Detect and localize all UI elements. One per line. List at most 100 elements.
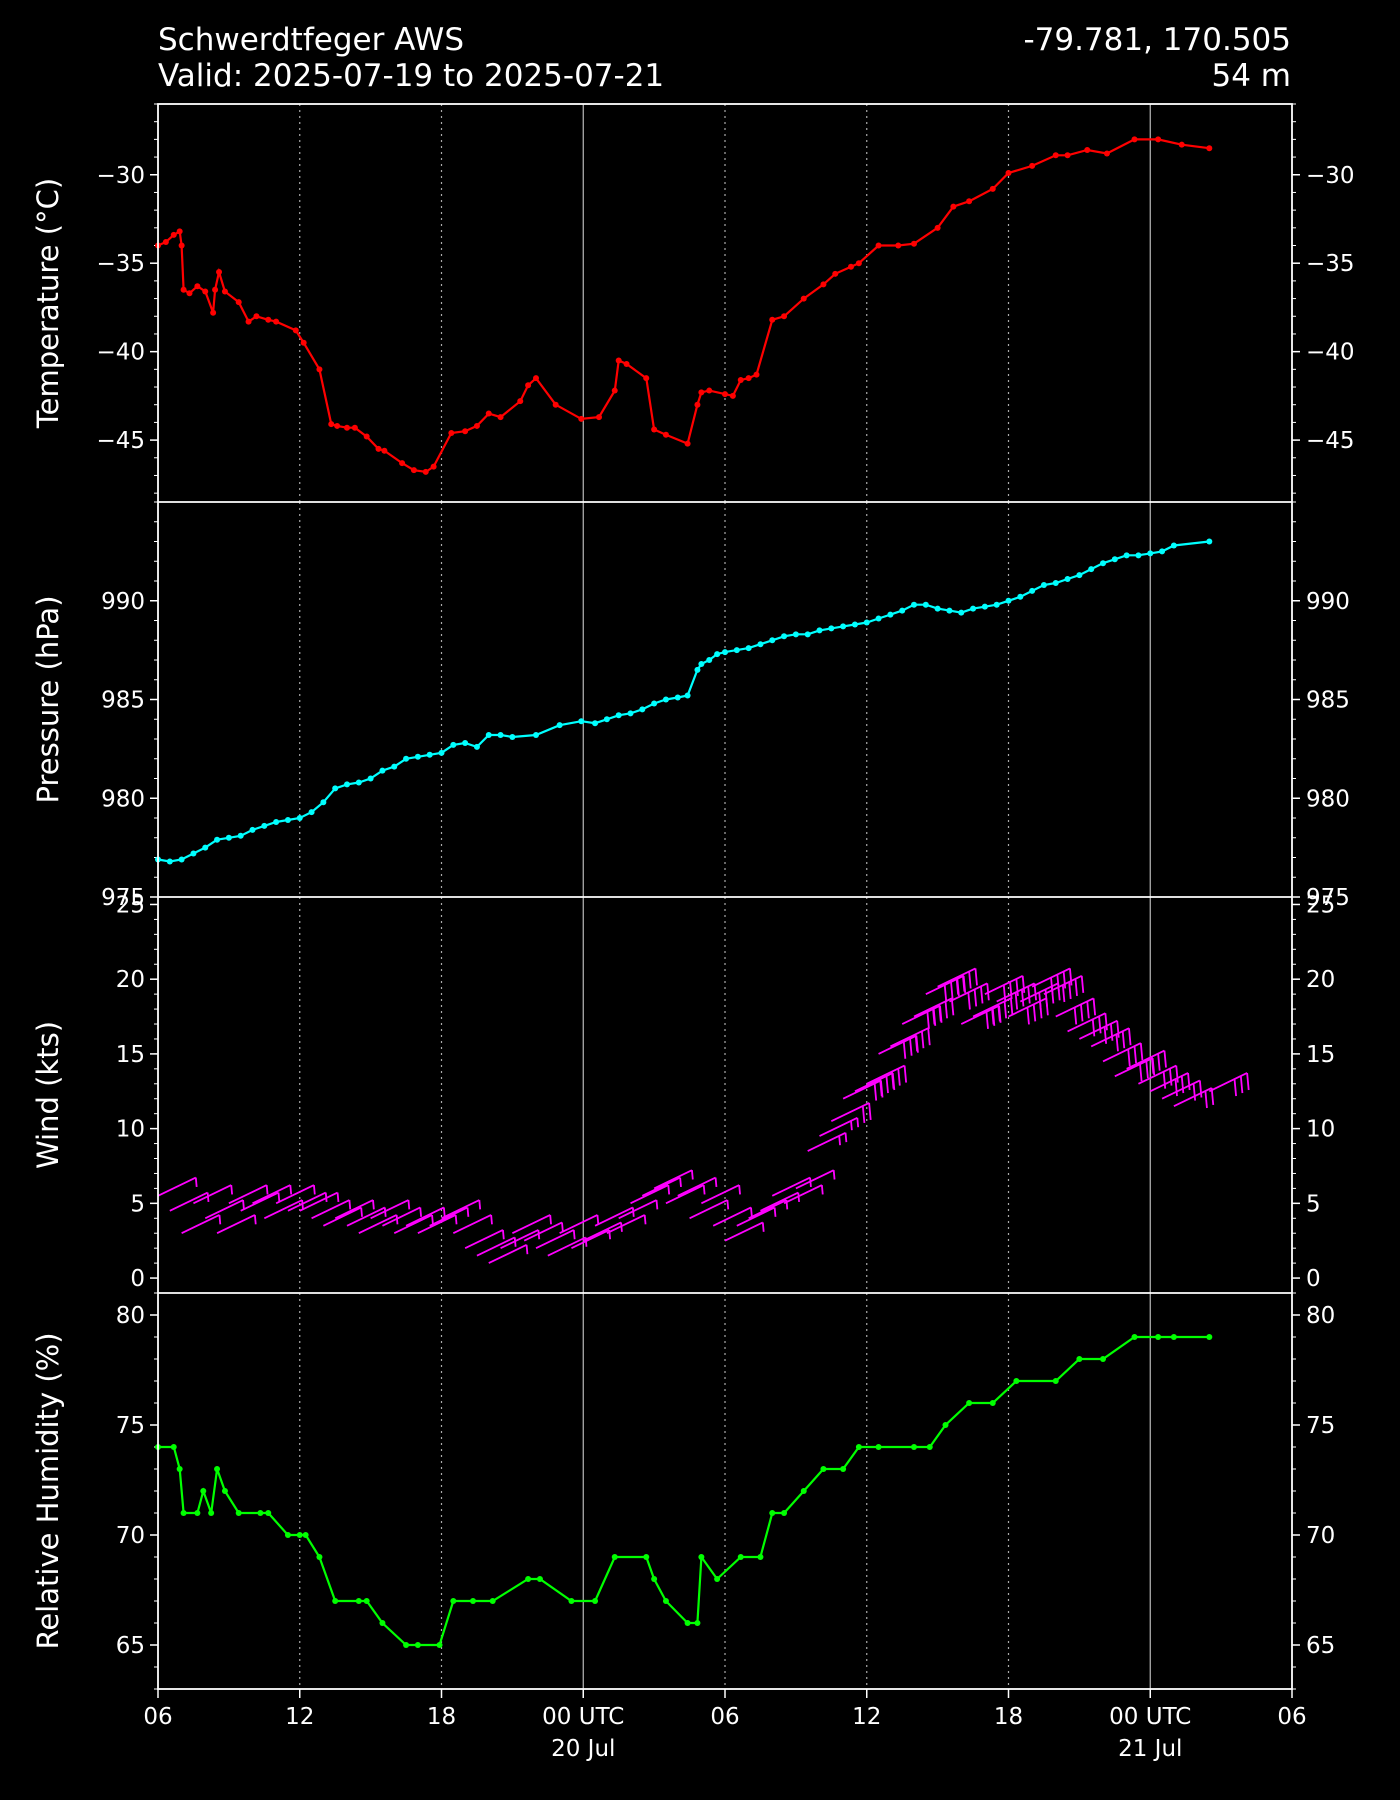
wind-barb [712, 1206, 753, 1227]
humidity-data-point [194, 1510, 201, 1516]
temperature-data-point [596, 414, 602, 421]
pressure-data-point [497, 732, 504, 739]
temperature-data-point [344, 424, 350, 431]
temperature-data-point [533, 375, 539, 382]
temperature-data-point [611, 387, 618, 394]
wind-barb [960, 1004, 1002, 1029]
pressure-data-point [592, 720, 599, 727]
y-tick-label: 75 [116, 1413, 145, 1439]
y-tick-label: 5 [130, 1191, 145, 1217]
pressure-data-point [438, 749, 445, 756]
temperature-data-point [643, 375, 650, 382]
temperature-data-point [176, 228, 183, 235]
humidity-data-point [180, 1510, 187, 1516]
wind-barb [275, 1184, 316, 1205]
temperature-data-point [473, 422, 480, 429]
temperature-data-point [966, 198, 973, 205]
y-tick-label: 990 [1306, 589, 1350, 615]
humidity-data-point [208, 1510, 215, 1516]
humidity-data-point [1052, 1378, 1059, 1384]
pressure-data-point [662, 696, 669, 703]
pressure-data-point [320, 799, 327, 806]
pressure-data-point [714, 651, 721, 658]
humidity-data-point [200, 1488, 207, 1494]
temperature-data-point [745, 375, 752, 382]
temperature-data-point [292, 327, 299, 334]
wind-barb [523, 1221, 564, 1242]
wind-barb [299, 1191, 340, 1212]
wind-barb [842, 1079, 884, 1101]
humidity-data-point [525, 1576, 532, 1582]
humidity-data-point [942, 1422, 949, 1428]
humidity-data-point [1206, 1334, 1213, 1340]
humidity-data-point [926, 1444, 933, 1450]
wind-barb [559, 1214, 600, 1235]
temperature-data-point [875, 242, 882, 249]
wind-barb [1078, 1019, 1120, 1044]
temperature-data-point [623, 361, 630, 368]
pressure-data-point [674, 694, 681, 701]
temperature-data-point [753, 371, 760, 378]
y-tick-label: 990 [101, 589, 145, 615]
humidity-data-point [757, 1554, 764, 1560]
x-tick-label: 00 UTC [1109, 1704, 1191, 1730]
humidity-data-point [1013, 1378, 1020, 1384]
x-tick-label: 18 [427, 1704, 456, 1730]
humidity-data-point [332, 1598, 339, 1604]
pressure-data-point [745, 645, 752, 652]
temperature-data-point [430, 463, 437, 470]
pressure-data-point [769, 637, 776, 644]
wind-barb [724, 1221, 765, 1242]
wind-barb [1067, 1012, 1108, 1037]
temperature-data-point [381, 447, 388, 454]
temperature-data-point [216, 269, 223, 276]
temperature-data-point [422, 468, 429, 475]
temperature-data-point [399, 460, 406, 467]
temperature-data-point [180, 286, 187, 293]
humidity-data-point [284, 1532, 291, 1538]
pressure-data-point [706, 657, 713, 663]
temperature-data-point [698, 389, 705, 396]
y-tick-label: −35 [96, 251, 145, 277]
station-coords: -79.781, 170.505 [1023, 22, 1291, 58]
wind-barb [606, 1214, 647, 1235]
x-tick-label: 12 [285, 1704, 314, 1730]
y-tick-label: 20 [1306, 967, 1335, 993]
pressure-data-point [403, 755, 410, 762]
pressure-data-point [804, 631, 811, 638]
temperature-data-point [578, 415, 585, 422]
wind-barb [157, 1176, 198, 1197]
wind-barb [322, 1206, 363, 1227]
temperature-data-point [375, 445, 382, 452]
pressure-data-point [651, 700, 658, 707]
humidity-panel: 80 80 75 75 70 70 65 65 Relative Humidity (%) [31, 1292, 1335, 1690]
wind-barb [571, 1229, 612, 1249]
temperature-data-point [1084, 146, 1091, 153]
pressure-data-point [993, 601, 1000, 608]
humidity-data-point [170, 1444, 177, 1450]
wind-barb [795, 1169, 836, 1190]
humidity-data-point [800, 1488, 807, 1494]
wind-barb [441, 1199, 482, 1220]
humidity-data-point [436, 1642, 443, 1648]
temperature-data-point [253, 313, 260, 320]
temperature-data-point [662, 431, 669, 438]
pressure-data-point [485, 732, 492, 739]
humidity-data-point [698, 1554, 705, 1560]
humidity-data-point [1170, 1334, 1177, 1340]
temperature-data-point [245, 318, 252, 325]
x-tick-label: 06 [710, 1704, 739, 1730]
humidity-data-point [296, 1532, 303, 1538]
temperature-data-point [769, 316, 776, 323]
x-tick-date-label: 20 Jul [551, 1736, 615, 1762]
y-tick-label: −45 [96, 428, 145, 454]
wind-barb [405, 1206, 446, 1227]
wind-barb [901, 1004, 943, 1029]
pressure-data-point [1052, 579, 1059, 586]
pressure-data-point [1170, 542, 1177, 549]
temperature-data-point [1206, 145, 1213, 152]
wind-barb [1055, 997, 1097, 1025]
y-tick-label: −30 [96, 163, 145, 189]
pressure-data-point [273, 818, 280, 825]
humidity-data-point [820, 1466, 827, 1472]
